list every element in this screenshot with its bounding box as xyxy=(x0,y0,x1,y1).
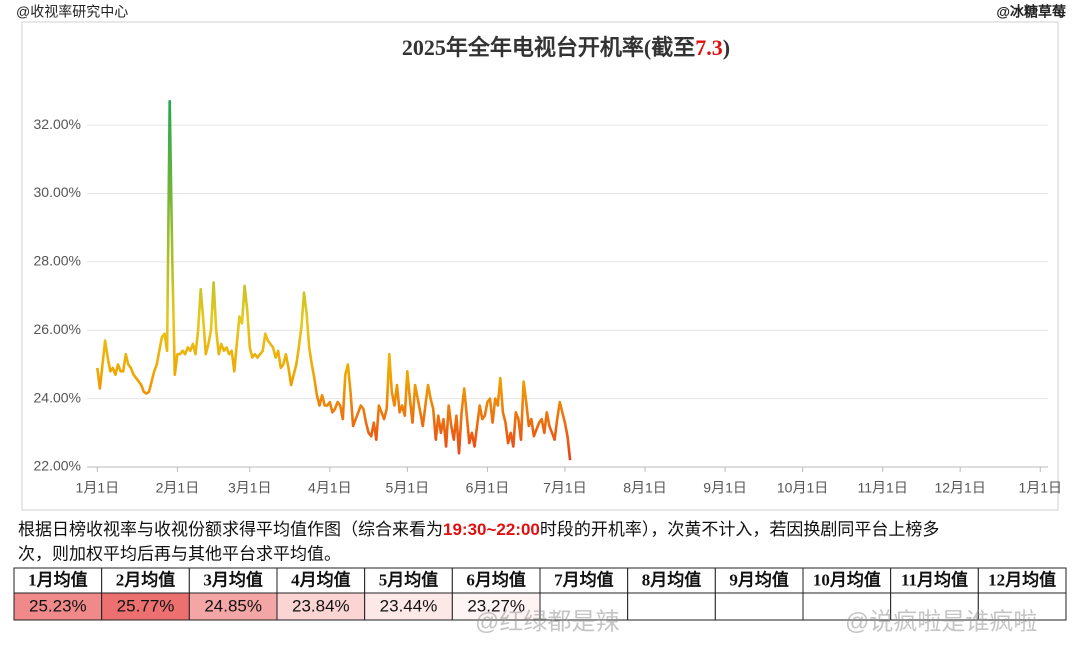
header-text: 4月均值 xyxy=(291,569,351,589)
header-cell xyxy=(802,567,892,594)
value-text: 23.44% xyxy=(380,596,438,615)
header-text: 7月均值 xyxy=(554,569,614,589)
x-tick-label: 3月1日 xyxy=(228,480,272,496)
header-cell xyxy=(627,567,716,594)
header-text: 11月均值 xyxy=(901,569,968,589)
header-text: 9月均值 xyxy=(729,569,789,589)
watermark: @说疯啦是谁疯啦 xyxy=(845,608,1037,635)
header-text: 3月均值 xyxy=(203,569,263,589)
chart-title: 2025年全年电视台开机率(截至7.3) xyxy=(402,35,730,60)
x-tick-label: 6月1日 xyxy=(466,480,510,496)
header-cell xyxy=(890,567,979,594)
x-tick-label: 5月1日 xyxy=(386,480,430,496)
value-cell xyxy=(802,592,892,621)
y-tick-label: 32.00% xyxy=(34,116,81,132)
value-text: 25.23% xyxy=(29,596,87,615)
note-highlight: 19:30~22:00 xyxy=(443,520,540,539)
value-text: 23.84% xyxy=(292,596,350,615)
note-text: 根据日榜收视率与收视份额求得平均值作图（综合来看为 xyxy=(18,520,443,539)
source-left: @收视率研究中心 xyxy=(16,4,128,20)
value-cell xyxy=(890,592,979,621)
value-cell xyxy=(977,592,1067,621)
header-cell xyxy=(101,567,190,594)
note-text: 次，则加权平均后再与其他平台求平均值。 xyxy=(18,544,341,563)
x-tick-label: 9月1日 xyxy=(703,480,747,496)
title-highlight: 7.3 xyxy=(695,35,723,60)
watermark: @红绿都是辣 xyxy=(475,608,619,635)
header-cell xyxy=(539,567,629,594)
header-text: 1月均值 xyxy=(28,569,88,589)
title-text: ) xyxy=(723,35,730,60)
value-cell xyxy=(451,592,541,621)
x-tick-label: 1月1日 xyxy=(1018,480,1062,496)
value-text: 24.85% xyxy=(204,596,262,615)
x-tick-label: 10月1日 xyxy=(777,480,828,496)
header-cell xyxy=(276,567,366,594)
title-text: 2025年全年电视台开机率(截至 xyxy=(402,35,695,60)
x-tick-label: 4月1日 xyxy=(308,480,352,496)
header-text: 10月均值 xyxy=(813,569,881,589)
x-tick-label: 8月1日 xyxy=(623,480,667,496)
y-tick-label: 22.00% xyxy=(34,458,81,474)
data-line xyxy=(96,100,572,461)
header-cell xyxy=(977,567,1067,594)
header-cell xyxy=(188,567,278,594)
x-tick-label: 11月1日 xyxy=(858,480,908,496)
y-tick-label: 30.00% xyxy=(34,184,81,200)
table: 1月均值 25.23% 2月均值 25.77% 3月均值 24.85% 4月均值 23.84%… xyxy=(13,567,1067,621)
x-tick-label: 12月1日 xyxy=(934,480,985,496)
source-right: @冰糖草莓 xyxy=(996,4,1066,20)
header-text: 5月均值 xyxy=(379,569,439,589)
chart-frame xyxy=(21,21,1059,511)
x-tick-label: 7月1日 xyxy=(543,480,587,496)
y-tick-label: 28.00% xyxy=(34,253,81,269)
value-cell xyxy=(539,592,629,621)
value-cell xyxy=(714,592,804,621)
x-tick-label: 1月1日 xyxy=(76,480,120,496)
value-cell xyxy=(13,592,103,621)
y-tick-label: 26.00% xyxy=(34,321,81,337)
y-tick-label: 24.00% xyxy=(34,389,81,405)
note-text: 时段的开机率），次黄不计入，若因换剧同平台上榜多 xyxy=(540,520,940,539)
note: 根据日榜收视率与收视份额求得平均值作图（综合来看为19:30~22:00时段的开… xyxy=(18,520,939,539)
value-text: 23.27% xyxy=(467,596,525,615)
header-cell xyxy=(13,567,103,594)
x-tick-label: 2月1日 xyxy=(156,480,200,496)
header-text: 6月均值 xyxy=(466,569,526,589)
value-cell xyxy=(276,592,366,621)
header-text: 2月均值 xyxy=(116,569,176,589)
value-text: 25.77% xyxy=(117,596,175,615)
value-cell xyxy=(627,592,716,621)
header-text: 8月均值 xyxy=(642,569,702,589)
header-text: 12月均值 xyxy=(988,569,1056,589)
